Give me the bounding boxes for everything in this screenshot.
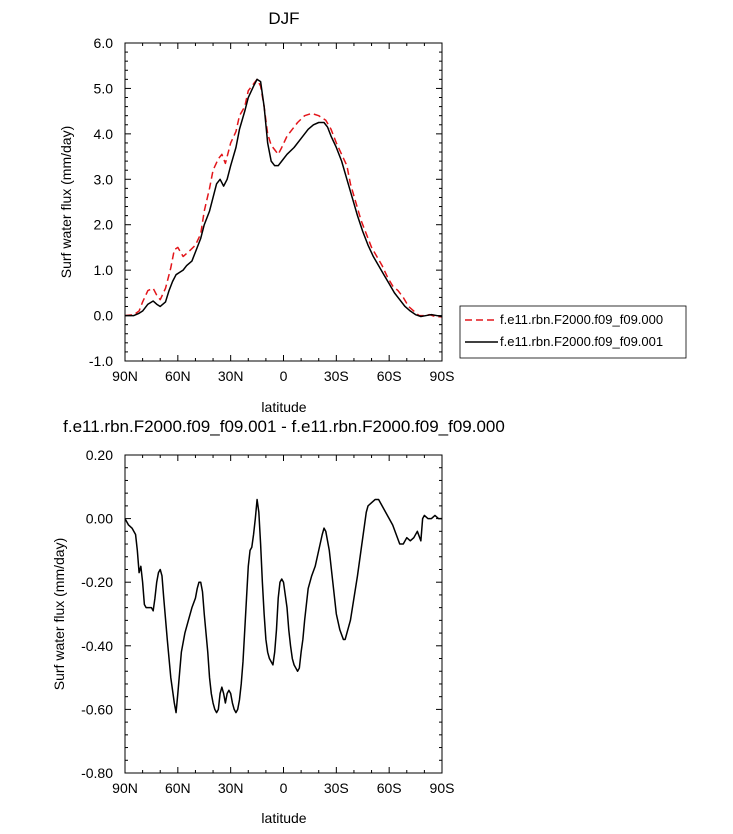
chart-1-title: DJF xyxy=(268,9,299,28)
chart-2-y-tick-labels: 0.20 0.00 -0.20 -0.40 -0.60 -0.80 xyxy=(81,447,113,781)
chart-1-y-axis-label: Surf water flux (mm/day) xyxy=(58,126,74,278)
x-tick-label: 0 xyxy=(280,780,288,796)
chart-1-ticks xyxy=(124,42,443,362)
x-tick-label: 60N xyxy=(165,780,191,796)
series-line-1 xyxy=(125,78,443,318)
x-tick-label: 30N xyxy=(218,780,244,796)
y-tick-label: 0.20 xyxy=(86,447,113,463)
y-tick-label: -0.20 xyxy=(81,574,113,590)
x-tick-label: 90N xyxy=(112,780,138,796)
chart-1-x-tick-labels: 90N 60N 30N 0 30S 60S 90S xyxy=(112,368,454,384)
series-line-0 xyxy=(124,498,442,714)
chart-difference: f.e11.rbn.F2000.f09_f09.001 - f.e11.rbn.… xyxy=(51,417,505,826)
y-tick-label: 4.0 xyxy=(94,126,114,142)
chart-djf: DJF 90N 60N 30N 0 30S 60S 90S 6.0 5.0 4.0 3.0 2.0 1… xyxy=(58,9,687,415)
chart-2-y-axis-label: Surf water flux (mm/day) xyxy=(51,538,67,690)
chart-2-x-tick-labels: 90N 60N 30N 0 30S 60S 90S xyxy=(112,780,454,796)
legend-label-series-1: f.e11.rbn.F2000.f09_f09.001 xyxy=(500,334,663,349)
x-tick-label: 30S xyxy=(324,780,349,796)
y-tick-label: 0.0 xyxy=(94,308,114,324)
series-line-0 xyxy=(124,78,443,318)
y-tick-label: -0.80 xyxy=(81,765,113,781)
x-tick-label: 30S xyxy=(324,368,349,384)
chart-2-series xyxy=(124,498,442,714)
y-tick-label: 6.0 xyxy=(94,35,114,51)
chart-2-title: f.e11.rbn.F2000.f09_f09.001 - f.e11.rbn.… xyxy=(63,417,505,436)
x-tick-label: 60S xyxy=(377,368,402,384)
chart-1-series xyxy=(124,78,443,318)
y-tick-label: 0.00 xyxy=(86,511,113,527)
x-tick-label: 90N xyxy=(112,368,138,384)
x-tick-label: 30N xyxy=(218,368,244,384)
chart-1-y-tick-labels: 6.0 5.0 4.0 3.0 2.0 1.0 0.0 -1.0 xyxy=(89,35,113,369)
chart-1-plot-frame xyxy=(124,42,443,362)
y-tick-label: 3.0 xyxy=(94,171,114,187)
legend-label-series-0: f.e11.rbn.F2000.f09_f09.000 xyxy=(500,312,663,327)
y-tick-label: 1.0 xyxy=(94,262,114,278)
x-tick-label: 60N xyxy=(165,368,191,384)
chart-2-ticks xyxy=(124,454,443,774)
chart-1-legend: f.e11.rbn.F2000.f09_f09.000 f.e11.rbn.F2… xyxy=(459,305,687,359)
x-tick-label: 0 xyxy=(280,368,288,384)
legend-box xyxy=(459,305,687,359)
chart-1-x-axis-label: latitude xyxy=(261,399,306,415)
y-tick-label: 5.0 xyxy=(94,80,114,96)
chart-2-plot-frame xyxy=(124,454,443,774)
y-tick-label: -0.40 xyxy=(81,638,113,654)
y-tick-label: 2.0 xyxy=(94,217,114,233)
y-tick-label: -1.0 xyxy=(89,353,113,369)
x-tick-label: 90S xyxy=(430,780,455,796)
chart-2-x-axis-label: latitude xyxy=(261,810,306,826)
x-tick-label: 60S xyxy=(377,780,402,796)
y-tick-label: -0.60 xyxy=(81,701,113,717)
x-tick-label: 90S xyxy=(430,368,455,384)
